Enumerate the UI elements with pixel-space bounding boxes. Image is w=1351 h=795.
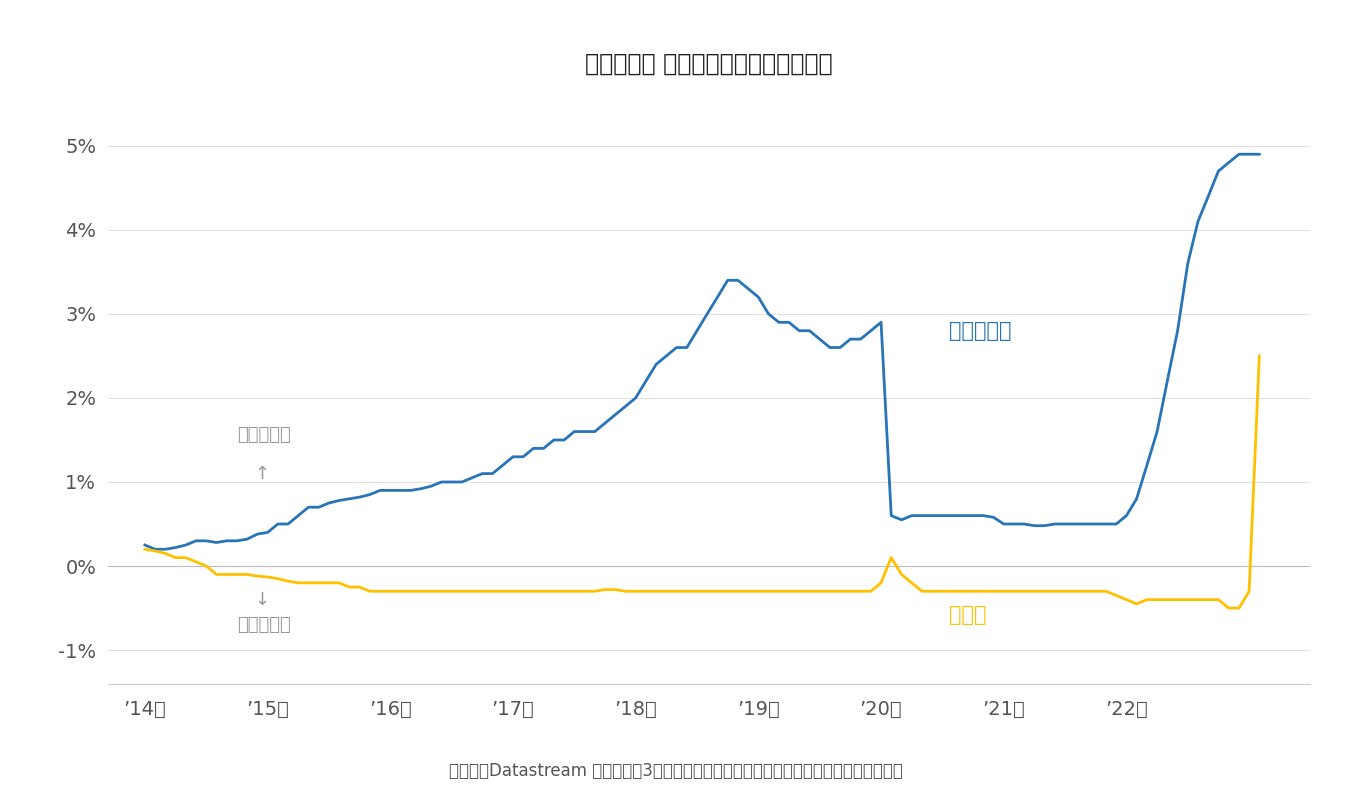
Text: ↑: ↑	[254, 464, 269, 483]
Text: コスト：小: コスト：小	[236, 616, 290, 634]
Text: （資料）Datastream より作成。3カ月先の為替先物より算出。なお、年率換算している。: （資料）Datastream より作成。3カ月先の為替先物より算出。なお、年率換…	[449, 762, 902, 780]
Text: （米）ドル: （米）ドル	[948, 320, 1011, 341]
Text: ↓: ↓	[254, 591, 269, 609]
Text: ユーロ: ユーロ	[948, 605, 986, 625]
Title: 【図表５】 為替ヘッジのコストの推移: 【図表５】 為替ヘッジのコストの推移	[585, 52, 834, 76]
Text: コスト：大: コスト：大	[236, 426, 290, 444]
